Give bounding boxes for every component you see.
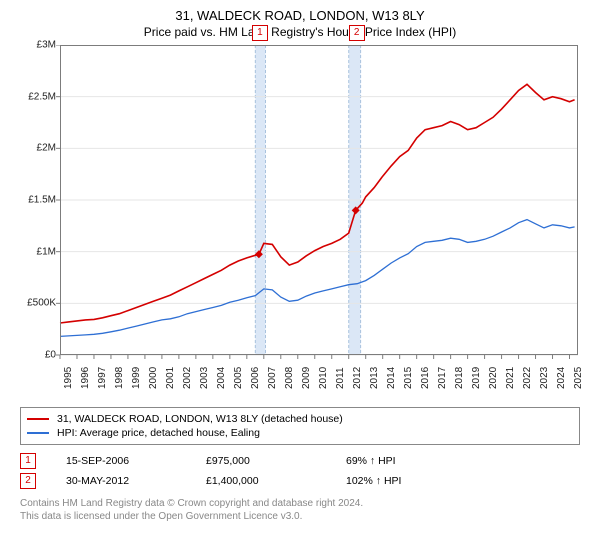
- ytick-label: £2.5M: [28, 91, 56, 102]
- xtick-label: 2009: [301, 367, 312, 389]
- xtick-label: 2022: [522, 367, 533, 389]
- xtick-label: 2002: [182, 367, 193, 389]
- xtick-label: 1995: [63, 367, 74, 389]
- legend-swatch-red: [27, 418, 49, 420]
- tx-pct: 102% ↑ HPI: [346, 475, 466, 487]
- tx-price: £975,000: [206, 455, 316, 467]
- event-callout-1: 1: [252, 25, 268, 41]
- footer-attribution: Contains HM Land Registry data © Crown c…: [20, 497, 580, 523]
- xtick-label: 2003: [199, 367, 210, 389]
- footer-line-1: Contains HM Land Registry data © Crown c…: [20, 497, 580, 510]
- ytick-label: £500K: [27, 298, 56, 309]
- xtick-label: 2023: [539, 367, 550, 389]
- xtick-label: 1996: [80, 367, 91, 389]
- chart-title: 31, WALDECK ROAD, LONDON, W13 8LY: [10, 8, 590, 23]
- xtick-label: 2021: [505, 367, 516, 389]
- tx-marker-1: 1: [20, 453, 36, 469]
- legend-box: 31, WALDECK ROAD, LONDON, W13 8LY (detac…: [20, 407, 580, 445]
- ytick-label: £1M: [37, 246, 56, 257]
- legend-swatch-blue: [27, 432, 49, 434]
- xtick-label: 1997: [97, 367, 108, 389]
- xtick-label: 2005: [233, 367, 244, 389]
- legend-label-blue: HPI: Average price, detached house, Eali…: [57, 427, 260, 439]
- tx-marker-2: 2: [20, 473, 36, 489]
- xtick-label: 2011: [335, 367, 346, 389]
- ytick-label: £0: [45, 350, 56, 361]
- legend-item-red: 31, WALDECK ROAD, LONDON, W13 8LY (detac…: [27, 412, 573, 426]
- tx-date: 30-MAY-2012: [66, 475, 176, 487]
- xtick-label: 1999: [131, 367, 142, 389]
- tx-pct: 69% ↑ HPI: [346, 455, 466, 467]
- xtick-label: 2006: [250, 367, 261, 389]
- transaction-row: 1 15-SEP-2006 £975,000 69% ↑ HPI: [20, 451, 580, 471]
- xtick-label: 1998: [114, 367, 125, 389]
- xtick-label: 2019: [471, 367, 482, 389]
- tx-price: £1,400,000: [206, 475, 316, 487]
- xtick-label: 2013: [369, 367, 380, 389]
- xtick-label: 2001: [165, 367, 176, 389]
- plot-border: [60, 45, 578, 355]
- xtick-label: 2016: [420, 367, 431, 389]
- xtick-label: 2024: [556, 367, 567, 389]
- xtick-label: 2014: [386, 367, 397, 389]
- event-callout-2: 2: [349, 25, 365, 41]
- xtick-label: 2017: [437, 367, 448, 389]
- ytick-label: £3M: [37, 40, 56, 51]
- tx-date: 15-SEP-2006: [66, 455, 176, 467]
- xtick-label: 2018: [454, 367, 465, 389]
- xtick-label: 2007: [267, 367, 278, 389]
- legend-item-blue: HPI: Average price, detached house, Eali…: [27, 426, 573, 440]
- xtick-label: 2004: [216, 367, 227, 389]
- xtick-label: 2000: [148, 367, 159, 389]
- xtick-label: 2012: [352, 367, 363, 389]
- xtick-label: 2010: [318, 367, 329, 389]
- legend-label-red: 31, WALDECK ROAD, LONDON, W13 8LY (detac…: [57, 413, 343, 425]
- xtick-label: 2025: [573, 367, 584, 389]
- xtick-label: 2008: [284, 367, 295, 389]
- figure-container: 31, WALDECK ROAD, LONDON, W13 8LY Price …: [0, 0, 600, 560]
- ytick-label: £2M: [37, 143, 56, 154]
- footer-line-2: This data is licensed under the Open Gov…: [20, 510, 580, 523]
- xtick-label: 2020: [488, 367, 499, 389]
- transaction-table: 1 15-SEP-2006 £975,000 69% ↑ HPI 2 30-MA…: [20, 451, 580, 491]
- ytick-label: £1.5M: [28, 195, 56, 206]
- chart-subtitle: Price paid vs. HM Land Registry's House …: [10, 25, 590, 39]
- xtick-label: 2015: [403, 367, 414, 389]
- chart-area: 12£0£500K£1M£1.5M£2M£2.5M£3M199519961997…: [20, 45, 580, 405]
- transaction-row: 2 30-MAY-2012 £1,400,000 102% ↑ HPI: [20, 471, 580, 491]
